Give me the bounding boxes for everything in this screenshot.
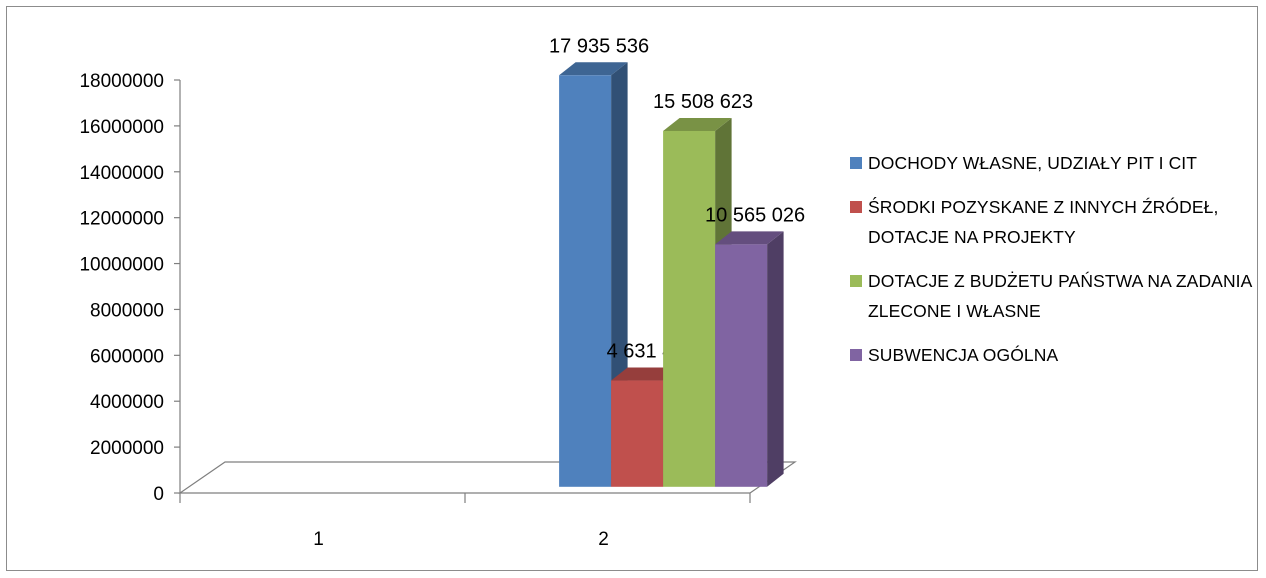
y-tick-label: 10000000: [79, 255, 164, 276]
y-tick-label: 8000000: [90, 300, 164, 321]
bar: [559, 75, 612, 487]
bar-top: [715, 231, 784, 245]
legend: DOCHODY WŁASNE, UDZIAŁY PIT I CIT ŚRODKI…: [850, 148, 1260, 384]
legend-swatch-dochody: [850, 157, 862, 169]
y-tick-label: 16000000: [79, 117, 164, 138]
legend-item-dochody: DOCHODY WŁASNE, UDZIAŁY PIT I CIT: [850, 148, 1260, 178]
legend-swatch-subwencja: [850, 349, 862, 361]
bar-side: [767, 231, 784, 487]
data-label: 17 935 536: [549, 35, 649, 57]
bar: [715, 244, 768, 487]
data-label: 10 565 026: [705, 204, 805, 226]
y-tick-label: 14000000: [79, 163, 164, 184]
bar-top: [663, 117, 732, 131]
legend-label-subwencja: SUBWENCJA OGÓLNA: [868, 345, 1059, 365]
bar-top: [559, 62, 628, 76]
bar: [611, 380, 664, 487]
legend-item-dotacje: DOTACJE Z BUDŻETU PAŃSTWA NA ZADANIA ZLE…: [850, 266, 1260, 326]
y-tick-label: 6000000: [90, 346, 164, 367]
legend-swatch-srodki: [850, 201, 862, 213]
legend-label-srodki: ŚRODKI POZYSKANE Z INNYCH ŹRÓDEŁ, DOTACJ…: [868, 197, 1219, 247]
y-tick-label: 2000000: [90, 438, 164, 459]
data-label: 15 508 623: [653, 91, 753, 113]
y-tick-label: 12000000: [79, 209, 164, 230]
legend-item-subwencja: SUBWENCJA OGÓLNA: [850, 340, 1260, 370]
x-tick-label: 2: [598, 529, 609, 550]
y-tick-label: 18000000: [79, 71, 164, 92]
bar-top: [611, 367, 680, 381]
bar: [663, 130, 716, 487]
y-tick-label: 4000000: [90, 392, 164, 413]
y-tick-label: 0: [153, 484, 164, 505]
x-tick-label: 1: [313, 529, 324, 550]
legend-swatch-dotacje: [850, 275, 862, 287]
legend-label-dotacje: DOTACJE Z BUDŻETU PAŃSTWA NA ZADANIA ZLE…: [868, 271, 1252, 321]
legend-label-dochody: DOCHODY WŁASNE, UDZIAŁY PIT I CIT: [868, 153, 1198, 173]
legend-item-srodki: ŚRODKI POZYSKANE Z INNYCH ŹRÓDEŁ, DOTACJ…: [850, 192, 1260, 252]
